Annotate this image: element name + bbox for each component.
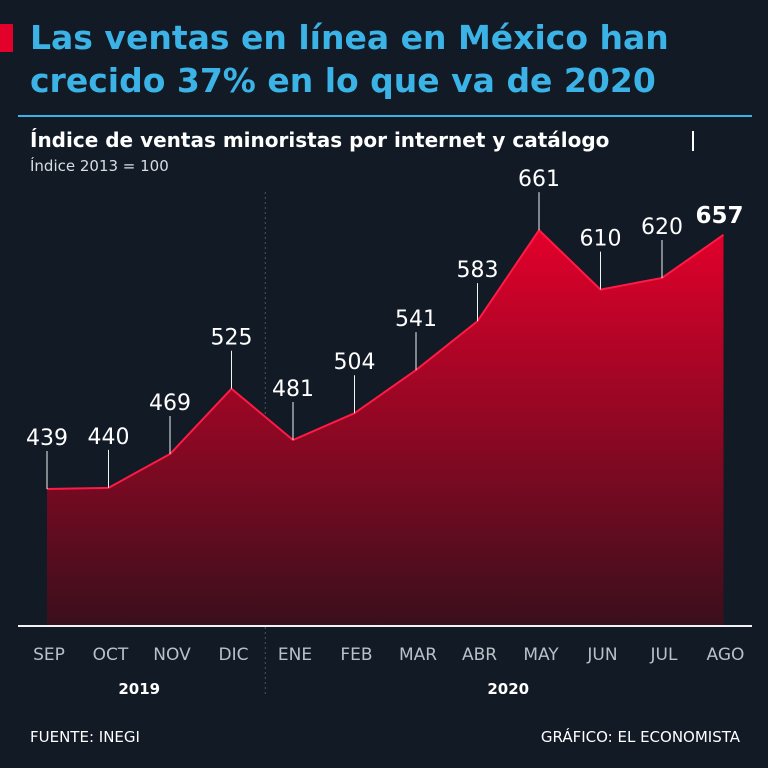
- data-label: 481: [272, 377, 314, 402]
- headline: Las ventas en línea en México han crecid…: [30, 18, 669, 100]
- year-label: 2019: [118, 680, 160, 698]
- data-label: 583: [457, 258, 499, 283]
- data-label: 469: [149, 391, 191, 416]
- x-tick-label: FEB: [340, 645, 372, 665]
- x-tick-label: NOV: [153, 645, 191, 665]
- x-tick-label: DIC: [219, 645, 249, 665]
- data-label-highlight: 657: [695, 203, 743, 229]
- title-separator: [692, 131, 694, 151]
- data-label: 610: [580, 227, 622, 252]
- data-label: 620: [641, 215, 683, 240]
- data-label: 440: [88, 425, 130, 450]
- x-tick-label: OCT: [93, 645, 129, 665]
- x-tick-label: MAR: [399, 645, 437, 665]
- x-tick-label: SEP: [33, 645, 65, 665]
- title-rule: [18, 115, 752, 117]
- x-tick-label: JUL: [650, 645, 678, 665]
- x-tick-label: MAY: [523, 645, 559, 665]
- source-note: FUENTE: INEGI: [30, 728, 140, 746]
- x-tick-label: AGO: [707, 645, 745, 665]
- chart-subtitle: Índice 2013 = 100: [30, 157, 169, 175]
- data-label: 661: [518, 167, 560, 192]
- data-label: 504: [334, 350, 376, 375]
- credit-note: GRÁFICO: EL ECONOMISTA: [540, 728, 740, 746]
- x-tick-label: JUN: [586, 645, 617, 665]
- x-tick-label: ABR: [462, 645, 497, 665]
- x-tick-label: ENE: [278, 645, 312, 665]
- data-label: 525: [211, 326, 253, 351]
- accent-bar: [0, 24, 13, 52]
- chart-title: Índice de ventas minoristas por internet…: [30, 128, 610, 152]
- data-label: 439: [26, 426, 68, 451]
- data-label: 541: [395, 307, 437, 332]
- area-fill: [47, 230, 724, 625]
- series-line: [46, 229, 725, 490]
- year-label: 2020: [487, 680, 529, 698]
